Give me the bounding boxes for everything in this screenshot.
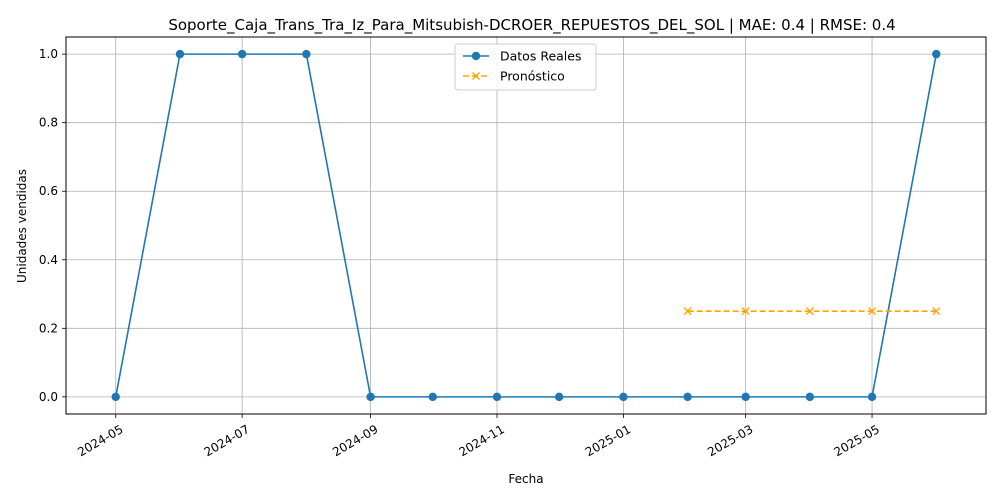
data-point bbox=[175, 49, 185, 59]
data-point bbox=[868, 307, 877, 316]
legend-item: Datos Reales bbox=[463, 49, 581, 64]
data-point bbox=[302, 49, 311, 59]
data-point bbox=[932, 307, 941, 316]
legend-item: Pronóstico bbox=[463, 69, 565, 84]
series-line bbox=[114, 53, 938, 398]
legend-marker bbox=[471, 51, 481, 61]
legend-label: Datos Reales bbox=[500, 49, 581, 64]
data-point bbox=[428, 392, 437, 402]
legend-box bbox=[454, 43, 597, 91]
data-point bbox=[619, 392, 628, 402]
legend: Datos Reales Pronóstico bbox=[454, 43, 597, 91]
series-layer bbox=[111, 49, 941, 402]
data-point bbox=[366, 392, 375, 402]
y-tick-label: 0.0 bbox=[39, 390, 58, 404]
grid bbox=[66, 37, 986, 414]
data-point bbox=[932, 49, 941, 59]
y-axis-label: Unidades vendidas bbox=[15, 169, 29, 283]
plot-frame bbox=[65, 36, 987, 415]
y-tick-label: 0.8 bbox=[39, 116, 58, 130]
data-point bbox=[554, 392, 564, 402]
data-point bbox=[683, 307, 692, 316]
series-actual bbox=[111, 49, 941, 402]
data-point bbox=[741, 307, 750, 316]
data-point bbox=[867, 392, 877, 402]
chart-title: Soporte_Caja_Trans_Tra_Iz_Para_Mitsubish… bbox=[168, 16, 895, 35]
y-tick-label: 0.6 bbox=[39, 184, 58, 198]
data-point bbox=[741, 392, 750, 402]
data-point bbox=[237, 49, 247, 59]
data-point bbox=[111, 392, 120, 402]
data-point bbox=[805, 392, 815, 402]
data-point bbox=[492, 392, 502, 402]
series-forecast bbox=[683, 307, 941, 316]
y-tick-label: 1.0 bbox=[39, 47, 58, 61]
x-axis-label: Fecha bbox=[508, 472, 543, 486]
data-point bbox=[805, 307, 814, 316]
y-tick-label: 0.4 bbox=[39, 253, 58, 267]
y-tick-label: 0.2 bbox=[39, 321, 58, 335]
legend-label: Pronóstico bbox=[500, 69, 565, 84]
data-point bbox=[683, 392, 692, 402]
